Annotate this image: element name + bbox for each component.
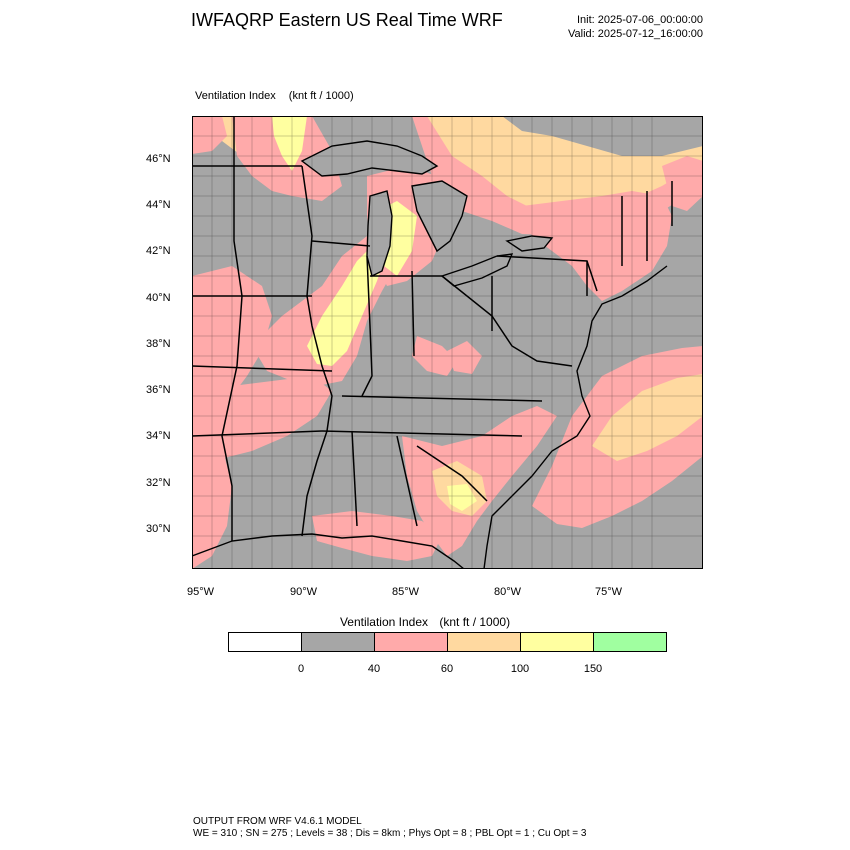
map-variable: Ventilation Index [195, 90, 276, 102]
legend-variable: Ventilation Index [339, 615, 429, 629]
lake-erie [440, 253, 514, 287]
new-york-band-pink [522, 191, 672, 301]
legend-tick-label: 40 [367, 663, 381, 675]
legend-swatch [229, 633, 302, 651]
lat-label: 34°N [146, 430, 171, 442]
legend-tick-label: 0 [297, 663, 305, 675]
lat-label: 40°N [146, 292, 171, 304]
kentucky-band-pink [447, 341, 482, 374]
legend-tick-label: 60 [440, 663, 454, 675]
georgia-band-yellow [447, 484, 477, 511]
legend-swatch [302, 633, 375, 651]
footer-model: OUTPUT FROM WRF V4.6.1 MODEL [193, 816, 362, 827]
arkansas-band-pink [192, 376, 332, 466]
legend-tick-label: 100 [510, 663, 530, 675]
run-times: Init: 2025-07-06_00:00:00 Valid: 2025-07… [568, 13, 703, 41]
legend-swatch [375, 633, 448, 651]
legend-swatch [448, 633, 521, 651]
legend-units: (knt ft / 1000) [439, 615, 511, 629]
atlantic-plume-orange [592, 374, 703, 461]
map-frame [192, 116, 703, 569]
county-boundaries [192, 116, 703, 569]
legend-tick-label: 150 [583, 663, 603, 675]
lat-label: 36°N [146, 384, 171, 396]
lon-label: 95°W [187, 586, 215, 598]
minnesota-band-yellow [272, 116, 307, 171]
lon-label: 75°W [595, 586, 623, 598]
init-time: Init: 2025-07-06_00:00:00 [577, 14, 703, 26]
lon-label: 85°W [392, 586, 420, 598]
legend-swatch [594, 633, 666, 651]
map-subtitle: Ventilation Index (knt ft / 1000) [195, 90, 354, 102]
page-title: IWFAQRP Eastern US Real Time WRF [191, 10, 503, 30]
lat-label: 32°N [146, 477, 171, 489]
lat-label: 42°N [146, 245, 171, 257]
ventilation-map [192, 116, 703, 569]
legend-title: Ventilation Index (knt ft / 1000) [0, 615, 850, 629]
lake-superior [300, 140, 439, 177]
color-legend [228, 632, 667, 652]
lon-label: 90°W [290, 586, 318, 598]
valid-time: Valid: 2025-07-12_16:00:00 [568, 28, 703, 40]
map-panel [192, 116, 703, 569]
lat-label: 30°N [146, 523, 171, 535]
footer-config: WE = 310 ; SN = 275 ; Levels = 38 ; Dis … [193, 828, 587, 839]
map-units: (knt ft / 1000) [288, 90, 354, 102]
legend-swatch [521, 633, 594, 651]
mn-west-pink [192, 116, 227, 154]
lat-label: 44°N [146, 199, 171, 211]
lat-label: 38°N [146, 338, 171, 350]
lake-ontario [505, 235, 554, 252]
lat-label: 46°N [146, 153, 171, 165]
state-boundaries [192, 116, 673, 541]
lon-label: 80°W [494, 586, 522, 598]
model-footer: OUTPUT FROM WRF V4.6.1 MODEL WE = 310 ; … [193, 816, 586, 840]
